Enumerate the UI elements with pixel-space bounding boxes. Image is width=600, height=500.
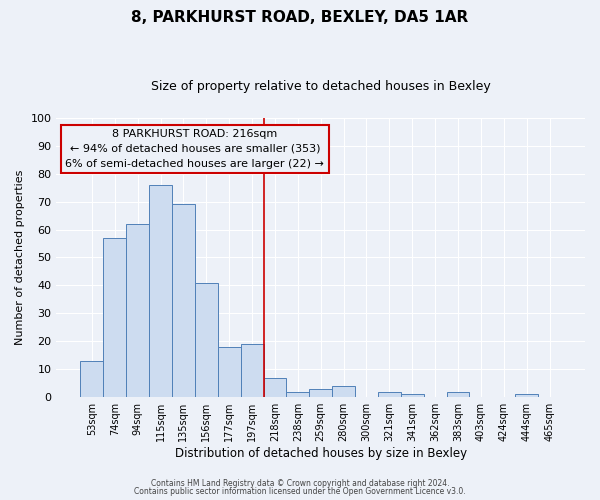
Bar [309,389,332,397]
Bar [446,392,469,397]
Bar [263,378,286,397]
Bar [401,394,424,397]
Bar [378,392,401,397]
Bar [126,224,149,397]
Bar [195,282,218,397]
Title: Size of property relative to detached houses in Bexley: Size of property relative to detached ho… [151,80,491,93]
X-axis label: Distribution of detached houses by size in Bexley: Distribution of detached houses by size … [175,447,467,460]
Y-axis label: Number of detached properties: Number of detached properties [15,170,25,345]
Text: Contains public sector information licensed under the Open Government Licence v3: Contains public sector information licen… [134,487,466,496]
Bar [286,392,309,397]
Text: 8 PARKHURST ROAD: 216sqm
← 94% of detached houses are smaller (353)
6% of semi-d: 8 PARKHURST ROAD: 216sqm ← 94% of detach… [65,129,324,168]
Bar [241,344,263,397]
Bar [172,204,195,397]
Text: Contains HM Land Registry data © Crown copyright and database right 2024.: Contains HM Land Registry data © Crown c… [151,478,449,488]
Bar [103,238,126,397]
Text: 8, PARKHURST ROAD, BEXLEY, DA5 1AR: 8, PARKHURST ROAD, BEXLEY, DA5 1AR [131,10,469,25]
Bar [332,386,355,397]
Bar [149,185,172,397]
Bar [515,394,538,397]
Bar [218,347,241,397]
Bar [80,361,103,397]
